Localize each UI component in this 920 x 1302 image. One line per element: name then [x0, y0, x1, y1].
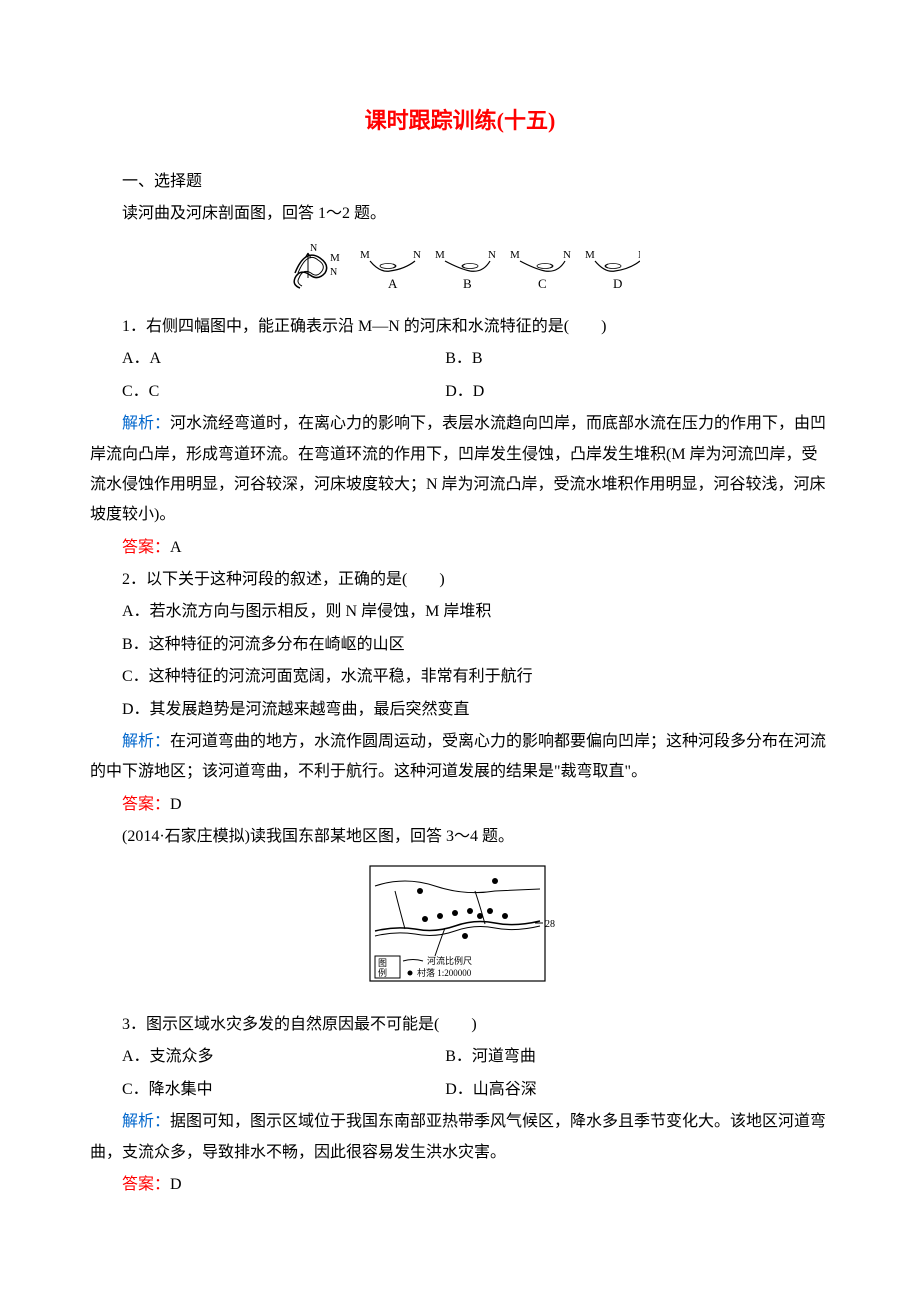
q1-analysis: 解析：河水流经弯道时，在离心力的影响下，表层水流趋向凹岸，而底部水流在压力的作用… [90, 409, 830, 531]
q2-stem: 2．以下关于这种河段的叙述，正确的是( ) [90, 565, 830, 595]
q3-opt-b: B．河道弯曲 [445, 1042, 830, 1072]
svg-text:M: M [435, 249, 445, 261]
answer-text: D [170, 796, 182, 813]
analysis-text: 据图可知，图示区域位于我国东南部亚热带季风气候区，降水多且季节变化大。该地区河道… [90, 1113, 826, 1160]
analysis-label: 解析： [122, 733, 170, 750]
svg-text:M: M [585, 249, 595, 261]
q2-analysis: 解析：在河道弯曲的地方，水流作圆周运动，受离心力的影响都要偏向凹岸；这种河段多分… [90, 727, 830, 788]
answer-label: 答案： [122, 1176, 170, 1193]
answer-text: A [170, 539, 182, 556]
svg-text:C: C [538, 276, 547, 291]
section-intro: 读河曲及河床剖面图，回答 1～2 题。 [90, 199, 830, 229]
q2-answer: 答案：D [90, 790, 830, 820]
figure-1: N M N M N A M N B M N [90, 238, 830, 304]
svg-text:例: 例 [378, 967, 387, 978]
q3-analysis: 解析：据图可知，图示区域位于我国东南部亚热带季风气候区，降水多且季节变化大。该地… [90, 1107, 830, 1168]
q1-answer: 答案：A [90, 533, 830, 563]
q1-opt-c: C．C [90, 377, 445, 407]
q2-opt-a: A．若水流方向与图示相反，则 N 岸侵蚀，M 岸堆积 [90, 597, 830, 627]
figure-2: 28° 图 例 河流比例尺 村落 1:200000 [90, 861, 830, 1002]
q3-stem: 3．图示区域水灾多发的自然原因最不可能是( ) [90, 1010, 830, 1040]
svg-text:D: D [613, 276, 622, 291]
svg-text:N: N [413, 249, 421, 261]
svg-text:村落 1:200000: 村落 1:200000 [417, 967, 472, 978]
svg-text:B: B [463, 276, 472, 291]
q3-answer: 答案：D [90, 1170, 830, 1200]
analysis-label: 解析： [122, 415, 170, 432]
q2-opt-c: C．这种特征的河流河面宽阔，水流平稳，非常有利于航行 [90, 662, 830, 692]
q1-stem: 1．右侧四幅图中，能正确表示沿 M—N 的河床和水流特征的是( ) [90, 312, 830, 342]
analysis-label: 解析： [122, 1113, 170, 1130]
q3-opt-a: A．支流众多 [90, 1042, 445, 1072]
section2-intro: (2014·石家庄模拟)读我国东部某地区图，回答 3～4 题。 [90, 822, 830, 852]
svg-text:28°: 28° [545, 919, 555, 930]
q1-opt-d: D．D [445, 377, 830, 407]
section-heading: 一、选择题 [90, 167, 830, 197]
svg-text:M: M [330, 252, 340, 264]
answer-text: D [170, 1176, 182, 1193]
svg-text:N: N [310, 243, 317, 254]
q1-opt-a: A．A [90, 344, 445, 374]
svg-text:N: N [563, 249, 571, 261]
svg-text:N: N [330, 267, 337, 278]
svg-text:M: M [360, 249, 370, 261]
page-title: 课时跟踪训练(十五) [90, 100, 830, 142]
answer-label: 答案： [122, 796, 170, 813]
q3-opt-d: D．山高谷深 [445, 1075, 830, 1105]
q3-opt-c: C．降水集中 [90, 1075, 445, 1105]
svg-text:M: M [510, 249, 520, 261]
analysis-text: 在河道弯曲的地方，水流作圆周运动，受离心力的影响都要偏向凹岸；这种河段多分布在河… [90, 733, 826, 780]
svg-text:图: 图 [378, 958, 387, 968]
svg-text:N: N [638, 249, 640, 261]
svg-text:河流比例尺: 河流比例尺 [427, 955, 472, 966]
svg-text:N: N [488, 249, 496, 261]
q2-opt-d: D．其发展趋势是河流越来越弯曲，最后突然变直 [90, 695, 830, 725]
svg-text:A: A [388, 276, 398, 291]
analysis-text: 河水流经弯道时，在离心力的影响下，表层水流趋向凹岸，而底部水流在压力的作用下，由… [90, 415, 826, 523]
q2-opt-b: B．这种特征的河流多分布在崎岖的山区 [90, 630, 830, 660]
answer-label: 答案： [122, 539, 170, 556]
q1-opt-b: B．B [445, 344, 830, 374]
